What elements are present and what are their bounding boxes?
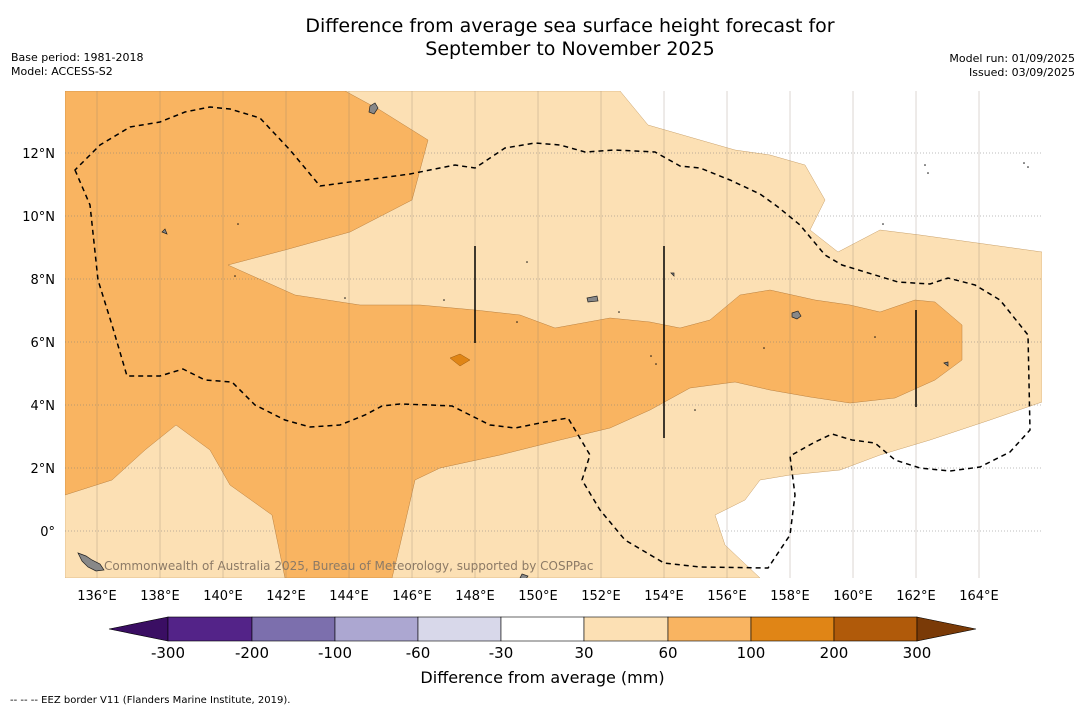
colorbar-label-200: 200 <box>820 644 849 662</box>
colorbar-extend-high <box>916 616 977 642</box>
colorbar-labels: -300 -200 -100 -60 -30 30 60 100 200 300 <box>151 644 931 662</box>
colorbar-label-m30: -30 <box>489 644 514 662</box>
colorbar-label-300: 300 <box>903 644 932 662</box>
base-period-label: Base period: 1981-2018 <box>11 51 144 64</box>
meridians <box>96 91 980 578</box>
map-title: Difference from average sea surface heig… <box>0 15 1085 61</box>
x-tick-150e: 150°E <box>518 589 558 604</box>
band-60-100 <box>65 91 963 578</box>
watermark: Commonwealth of Australia 2025, Bureau o… <box>104 559 594 573</box>
colorbar <box>108 616 977 642</box>
eez-segments <box>474 246 917 438</box>
x-tick-138e: 138°E <box>140 589 180 604</box>
gridlines <box>65 152 1042 532</box>
colorbar-segment-3 <box>334 616 419 642</box>
x-tick-148e: 148°E <box>455 589 495 604</box>
colorbar-label-m100: -100 <box>318 644 352 662</box>
colorbar-segment-1 <box>167 616 253 642</box>
band-100-200-patch <box>449 353 471 367</box>
y-tick-12n: 12°N <box>22 147 55 162</box>
colorbar-label-m200: -200 <box>235 644 269 662</box>
meta-right: Model run: 01/09/2025 Issued: 03/09/2025 <box>949 52 1075 80</box>
islet-dots <box>234 162 1029 411</box>
x-tick-156e: 156°E <box>707 589 747 604</box>
colorbar-extend-low <box>108 616 169 642</box>
title-line-2: September to November 2025 <box>425 38 715 60</box>
x-tick-146e: 146°E <box>392 589 432 604</box>
colorbar-segment-5 <box>500 616 585 642</box>
colorbar-segment-6 <box>583 616 669 642</box>
y-tick-8n: 8°N <box>31 273 56 288</box>
eez-footnote: -- -- -- EEZ border V11 (Flanders Marine… <box>10 695 291 706</box>
map-plot: Commonwealth of Australia 2025, Bureau o… <box>65 91 1042 578</box>
y-tick-6n: 6°N <box>31 336 56 351</box>
y-tick-2n: 2°N <box>31 462 56 477</box>
islands <box>77 102 949 578</box>
colorbar-label-30: 30 <box>574 644 593 662</box>
y-tick-labels: 12°N 10°N 8°N 6°N 4°N 2°N 0° <box>22 147 55 540</box>
eez-border <box>74 106 1031 569</box>
x-tick-140e: 140°E <box>203 589 243 604</box>
x-tick-136e: 136°E <box>77 589 117 604</box>
x-tick-152e: 152°E <box>581 589 621 604</box>
x-tick-144e: 144°E <box>329 589 369 604</box>
colorbar-segment-2 <box>251 616 336 642</box>
model-run-label: Model run: 01/09/2025 <box>949 52 1075 65</box>
title-line-1: Difference from average sea surface heig… <box>305 15 835 37</box>
x-tick-160e: 160°E <box>833 589 873 604</box>
x-tick-142e: 142°E <box>266 589 306 604</box>
y-tick-10n: 10°N <box>22 210 55 225</box>
colorbar-label-m60: -60 <box>406 644 431 662</box>
colorbar-segment-7 <box>667 616 752 642</box>
y-tick-0: 0° <box>40 525 55 540</box>
colorbar-segment-8 <box>750 616 835 642</box>
meta-left: Base period: 1981-2018 Model: ACCESS-S2 <box>11 51 143 79</box>
colorbar-label-60: 60 <box>658 644 677 662</box>
colorbar-label-100: 100 <box>737 644 766 662</box>
x-tick-158e: 158°E <box>770 589 810 604</box>
x-tick-162e: 162°E <box>896 589 936 604</box>
x-tick-labels: 136°E 138°E 140°E 142°E 144°E 146°E 148°… <box>77 589 999 604</box>
y-tick-4n: 4°N <box>31 399 56 414</box>
model-label: Model: ACCESS-S2 <box>11 65 113 78</box>
colorbar-segment-4 <box>417 616 502 642</box>
colorbar-title: Difference from average (mm) <box>420 668 665 687</box>
x-tick-164e: 164°E <box>959 589 999 604</box>
issued-label: Issued: 03/09/2025 <box>968 66 1075 79</box>
colorbar-segment-9 <box>833 616 918 642</box>
colorbar-label-m300: -300 <box>151 644 185 662</box>
x-tick-154e: 154°E <box>644 589 684 604</box>
